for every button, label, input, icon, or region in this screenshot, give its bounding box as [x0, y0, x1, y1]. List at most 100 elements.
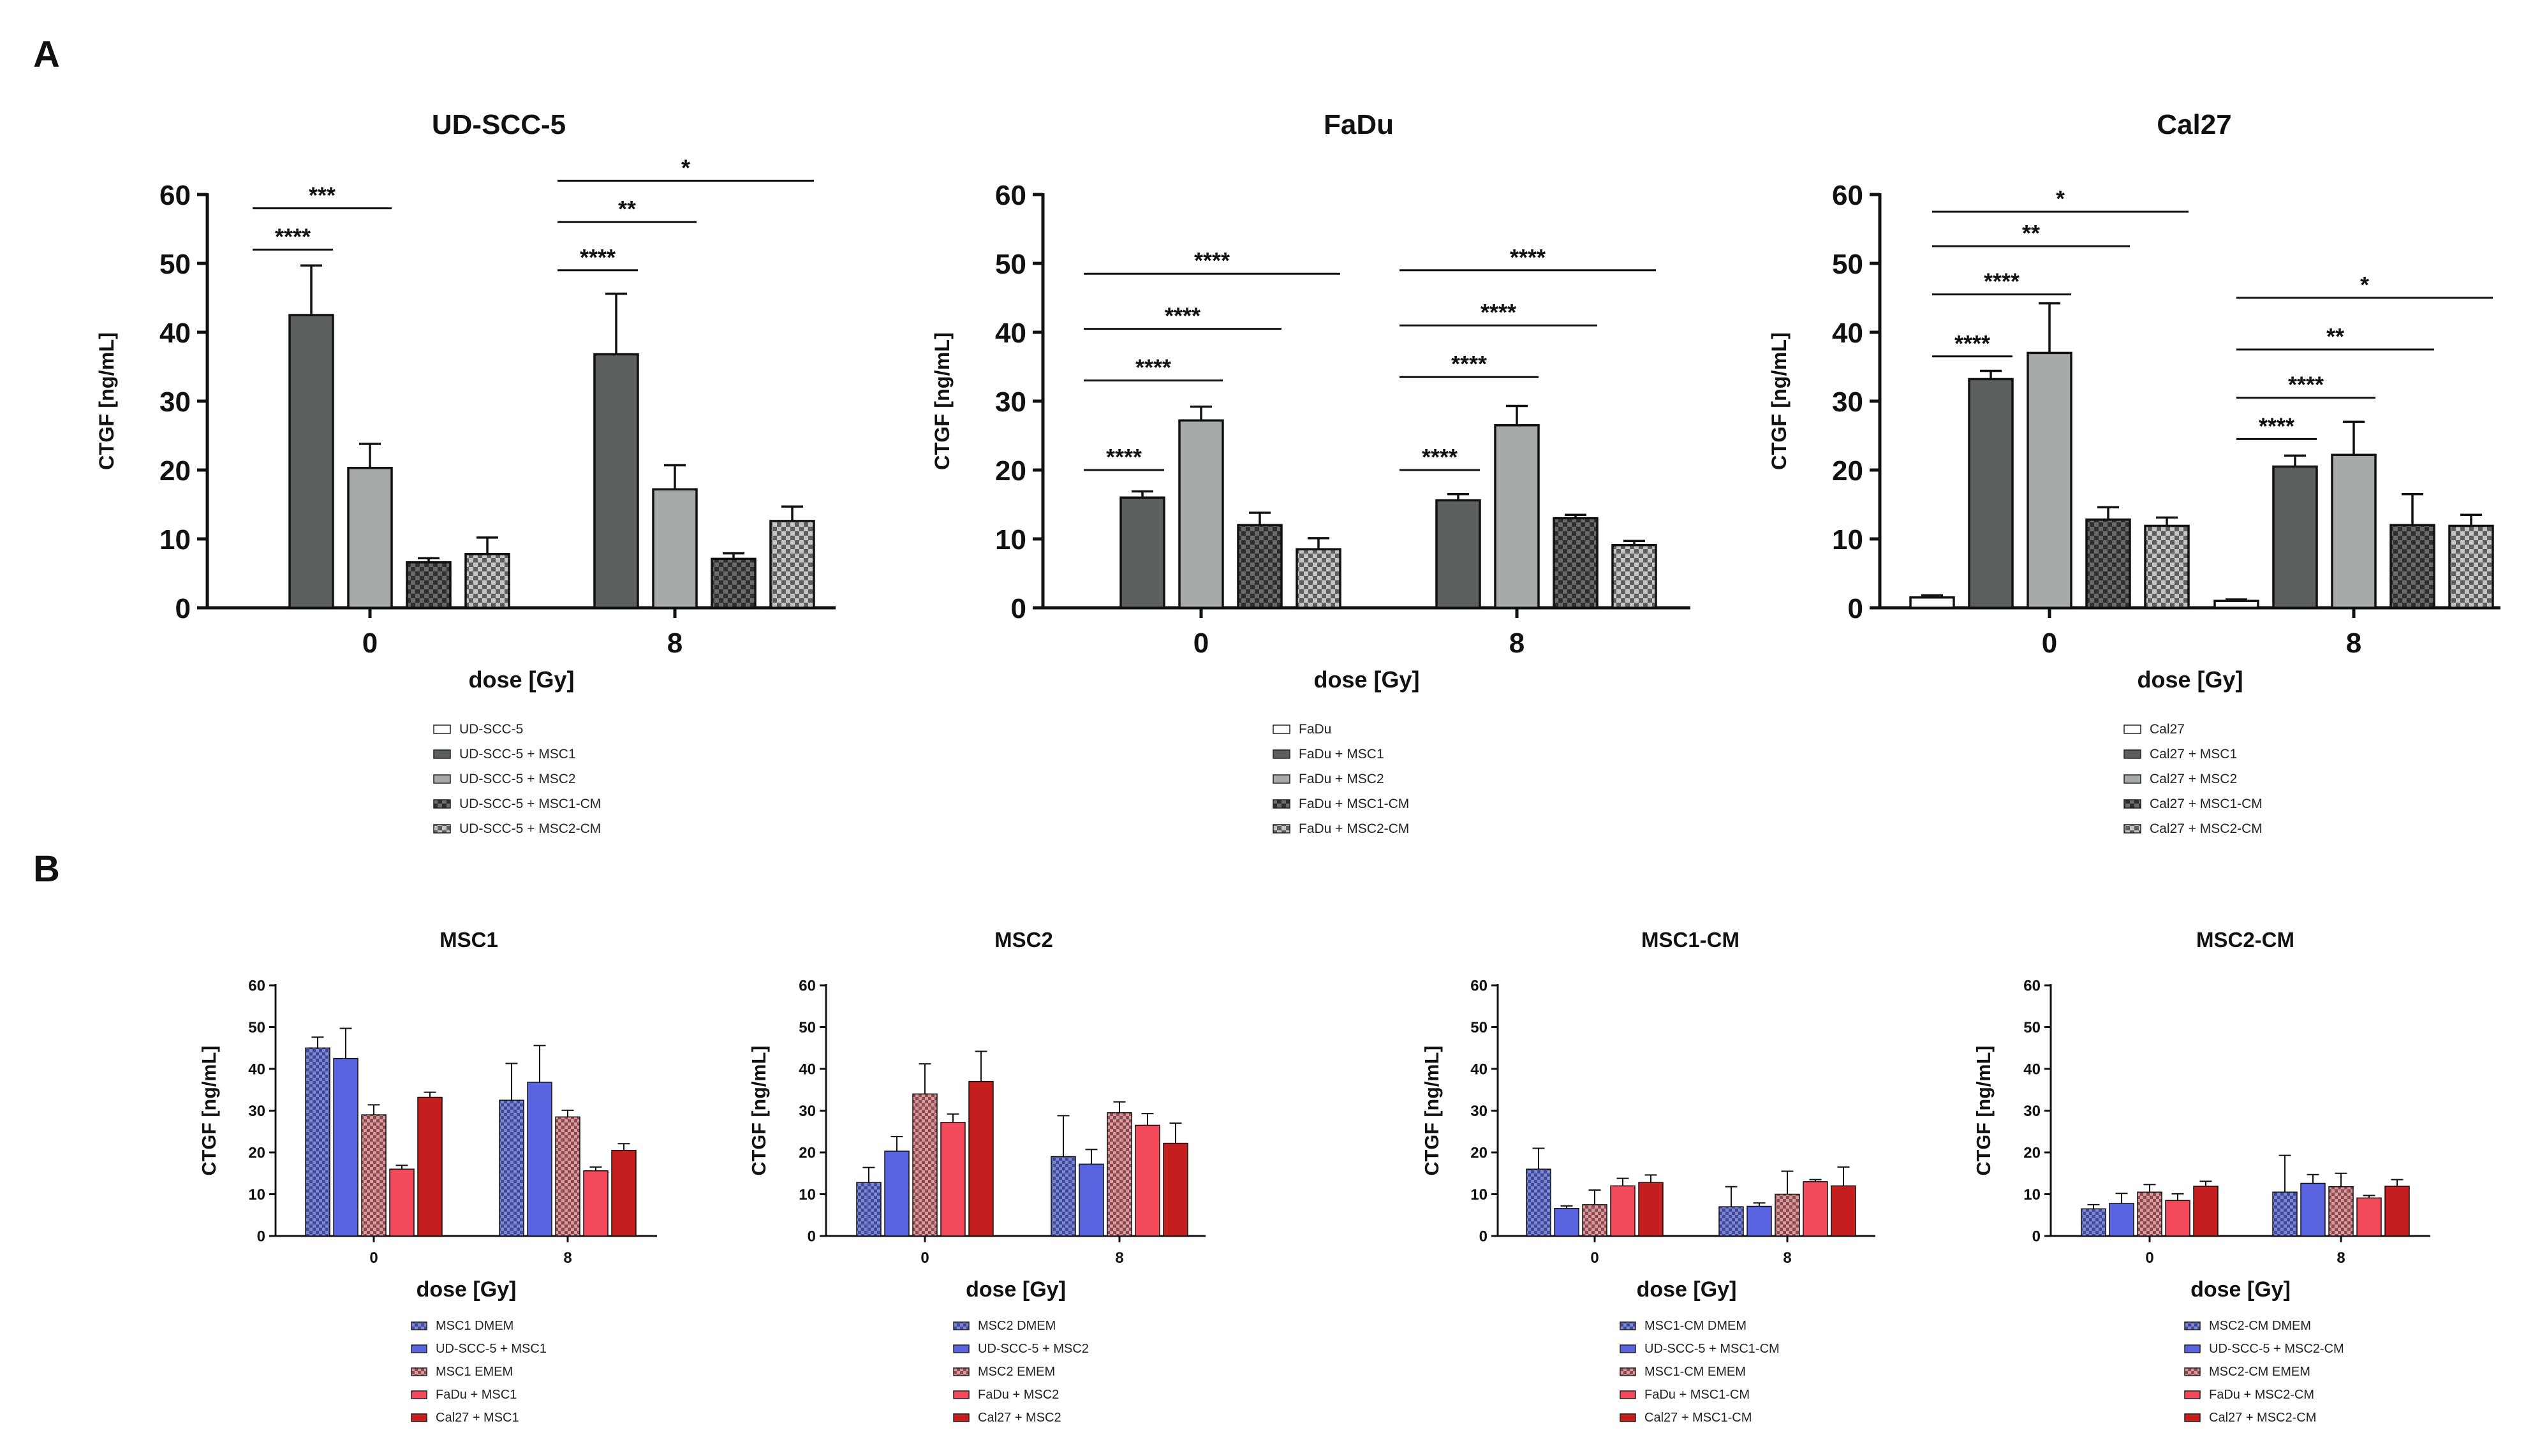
bar [856, 1182, 882, 1237]
legend-label: UD-SCC-5 + MSC2 [459, 772, 576, 786]
bar [611, 1149, 637, 1237]
legend: MSC2 DMEM UD-SCC-5 + MSC2 MSC2 EMEM FaDu + … [953, 1319, 1089, 1425]
y-tick-label: 10 [248, 1186, 265, 1203]
chart-ud-scc-5: UD-SCC-5 0 10 20 30 40 50 60 CTGF [ng/mL] dose [G… [95, 109, 836, 836]
legend: FaDu FaDu + MSC1 FaDu + MSC2 FaDu + MSC1-CM… [1273, 722, 1409, 836]
chart-title: UD-SCC-5 [432, 109, 566, 140]
bar [527, 1082, 552, 1237]
legend-swatch [433, 799, 451, 809]
legend-swatch [433, 824, 451, 834]
legend-swatch [1620, 1344, 1636, 1353]
legend: MSC1-CM DMEM UD-SCC-5 + MSC1-CM MSC1-CM EM… [1620, 1319, 1780, 1425]
y-axis-label: CTGF [ng/mL] [1768, 332, 1791, 470]
legend-label: FaDu + MSC1 [1299, 747, 1384, 761]
y-tick-label: 50 [2023, 1019, 2041, 1036]
bar [2109, 1203, 2134, 1237]
legend-label: UD-SCC-5 + MSC1 [436, 1342, 547, 1356]
legend-swatch [2123, 774, 2141, 784]
bar [1079, 1163, 1104, 1237]
y-tick-label: 0 [1848, 593, 1863, 624]
legend-label: Cal27 + MSC2-CM [2150, 821, 2263, 836]
legend: MSC1 DMEM UD-SCC-5 + MSC1 MSC1 EMEM FaDu + … [411, 1319, 547, 1425]
bar [1494, 424, 1540, 609]
x-tick-label: 8 [667, 628, 683, 659]
legend-swatch [1620, 1321, 1636, 1330]
legend-swatch [953, 1413, 970, 1422]
legend-swatch [433, 749, 451, 759]
y-tick-label: 40 [159, 318, 191, 349]
legend-label: MSC1 DMEM [436, 1319, 513, 1333]
legend: Cal27 Cal27 + MSC1 Cal27 + MSC2 Cal27 + MSC… [2123, 722, 2263, 836]
y-tick-label: 50 [1832, 249, 1863, 280]
x-tick-label: 0 [920, 1249, 929, 1267]
legend-label: FaDu + MSC1-CM [1644, 1388, 1750, 1402]
y-tick-label: 60 [1470, 978, 1488, 995]
x-axis-label: dose [Gy] [2137, 666, 2243, 693]
legend-swatch [953, 1321, 970, 1330]
y-tick-label: 10 [995, 524, 1026, 555]
bar [406, 561, 452, 609]
legend-swatch [411, 1390, 427, 1399]
legend-label: UD-SCC-5 + MSC1 [459, 747, 576, 761]
y-tick-label: 0 [257, 1228, 265, 1246]
legend-swatch [433, 774, 451, 784]
y-axis-label: CTGF [ng/mL] [931, 332, 954, 470]
legend-swatch [1620, 1367, 1636, 1376]
legend-swatch [2123, 824, 2141, 834]
legend: MSC2-CM DMEM UD-SCC-5 + MSC2-CM MSC2-CM EM… [2184, 1319, 2344, 1425]
legend-swatch [2184, 1413, 2201, 1422]
legend-label: FaDu + MSC2 [1299, 772, 1384, 786]
legend-swatch [2184, 1390, 2201, 1399]
y-tick-label: 50 [1470, 1019, 1488, 1036]
x-tick-label: 0 [1590, 1249, 1599, 1267]
y-axis-label: CTGF [ng/mL] [198, 1046, 220, 1176]
significance-label: **** [1194, 247, 1230, 274]
y-tick-label: 10 [1832, 524, 1863, 555]
significance-label: * [2056, 186, 2065, 212]
bar [583, 1170, 609, 1237]
legend-swatch [2184, 1344, 2201, 1353]
bar [1178, 419, 1224, 609]
chart-title: MSC2 [994, 928, 1053, 952]
y-tick-label: 50 [248, 1019, 265, 1036]
bar [2137, 1191, 2162, 1237]
y-tick-label: 60 [1832, 180, 1863, 211]
y-tick-label: 20 [248, 1145, 265, 1162]
legend-label: MSC1-CM DMEM [1644, 1319, 1747, 1333]
bar [1775, 1193, 1800, 1237]
y-tick-label: 40 [248, 1061, 265, 1078]
legend-label: UD-SCC-5 + MSC2 [978, 1342, 1089, 1356]
x-axis-label: dose [Gy] [417, 1277, 517, 1302]
legend-label: Cal27 + MSC1-CM [2150, 797, 2263, 811]
y-tick-label: 30 [799, 1103, 816, 1120]
significance-label: **** [275, 223, 311, 249]
x-axis-label: dose [Gy] [1637, 1277, 1737, 1302]
bar [711, 557, 757, 609]
bar [2081, 1208, 2106, 1237]
bar [1718, 1206, 1744, 1237]
bar [2085, 518, 2131, 609]
legend-label: MSC2-CM DMEM [2209, 1319, 2311, 1333]
y-tick-label: 10 [159, 524, 191, 555]
y-tick-label: 20 [1470, 1145, 1488, 1162]
y-tick-label: 60 [248, 978, 265, 995]
y-tick-label: 0 [808, 1228, 816, 1246]
significance-label: **** [1954, 330, 1990, 357]
legend-label: Cal27 + MSC1 [436, 1411, 519, 1425]
significance-label: **** [2288, 372, 2324, 398]
legend-swatch [953, 1367, 970, 1376]
legend-swatch [1620, 1390, 1636, 1399]
significance-label: * [681, 154, 690, 180]
y-tick-label: 10 [2023, 1186, 2041, 1203]
bar [1554, 1208, 1579, 1237]
y-axis-label: CTGF [ng/mL] [748, 1046, 770, 1176]
legend-label: UD-SCC-5 + MSC1-CM [459, 797, 601, 811]
x-tick-label: 8 [563, 1249, 572, 1267]
significance-label: **** [1422, 444, 1458, 470]
bar [884, 1151, 910, 1237]
significance-label: **** [1165, 303, 1200, 329]
bar [2300, 1182, 2326, 1237]
bar [2165, 1200, 2190, 1237]
legend-label: UD-SCC-5 [459, 722, 523, 737]
x-axis-label: dose [Gy] [1313, 666, 1419, 693]
